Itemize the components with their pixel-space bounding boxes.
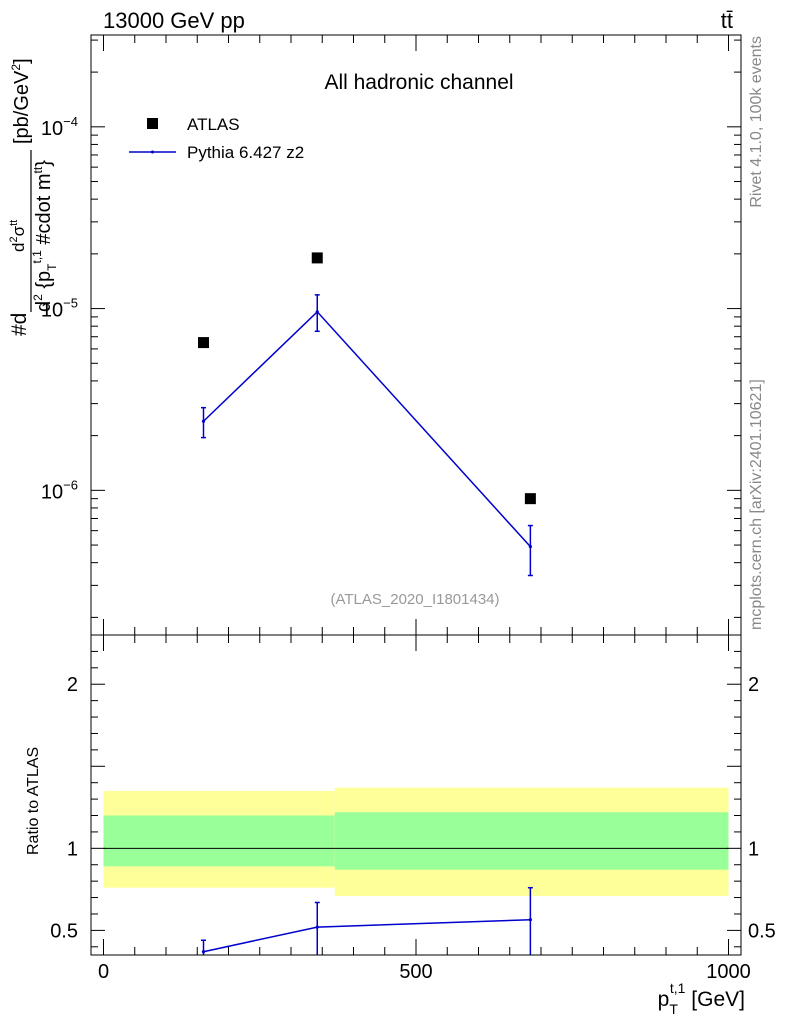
main-y-tick-label: 10−4 xyxy=(41,114,78,140)
x-tick-label: 1000 xyxy=(706,961,751,983)
pythia-data-point xyxy=(201,419,206,423)
x-axis-label: pTt,1 [GeV] xyxy=(658,980,745,1017)
x-axis-label-sub: T xyxy=(669,1001,678,1017)
legend: ATLAS Pythia 6.427 z2 xyxy=(129,115,304,162)
ratio-pythia-point xyxy=(315,925,319,929)
x-tick-label: 0 xyxy=(98,961,109,983)
y-label-numerator-hash: #d xyxy=(8,313,31,336)
ratio-pythia-line xyxy=(203,918,531,953)
legend-atlas-label: ATLAS xyxy=(187,115,240,134)
main-panel-axes: 10−410−510−6 xyxy=(41,35,741,635)
header-process-label: tt̄ xyxy=(721,8,733,33)
mcplots-credit-label: mcplots.cern.ch [arXiv:2401.10621] xyxy=(748,379,765,630)
header-collision-label: 13000 GeV pp xyxy=(103,8,245,33)
pythia-data-point xyxy=(315,310,319,314)
pythia-data-point xyxy=(528,545,532,549)
x-axis-label-unit: [GeV] xyxy=(685,988,745,1011)
ratio-pythia-point xyxy=(201,950,206,954)
main-y-axis-label: #d d2σtt d2 {pTt,1 #cdot mtt} [pb/GeV2] xyxy=(8,58,59,336)
ratio-y-tick-label-left: 0.5 xyxy=(50,920,78,942)
pythia-series-line xyxy=(202,310,531,548)
main-panel xyxy=(198,252,536,577)
chart-title: All hadronic channel xyxy=(324,71,513,94)
x-tick-label: 500 xyxy=(399,961,432,983)
y-label-units: [pb/GeV2] xyxy=(9,58,33,144)
atlas-data-point xyxy=(524,493,536,505)
ratio-uncertainty-band-inner xyxy=(103,815,335,867)
ratio-y-tick-label-right: 0.5 xyxy=(748,920,776,942)
analysis-id-label: (ATLAS_2020_I1801434) xyxy=(330,591,499,608)
y-label-numerator: d2σtt xyxy=(8,220,28,252)
ratio-pythia-point xyxy=(528,918,532,922)
x-axis-label-main: p xyxy=(658,988,670,1011)
ratio-panel xyxy=(103,787,729,955)
ratio-panel-axes: 0 500 1000 0.5 0.5 1 1 2 2 xyxy=(50,634,776,983)
x-axis-label-sup: t,1 xyxy=(670,980,686,996)
atlas-data-point xyxy=(198,337,209,349)
atlas-data-point xyxy=(311,252,323,264)
y-label-denominator: d2 {pTt,1 #cdot mtt} xyxy=(30,160,59,312)
legend-pythia-point xyxy=(151,150,154,154)
ratio-y-tick-label-left: 2 xyxy=(67,674,78,696)
ratio-uncertainty-band-inner xyxy=(334,812,729,870)
legend-atlas-marker xyxy=(147,118,158,129)
ratio-y-tick-label-left: 1 xyxy=(67,838,78,860)
ratio-y-tick-label-right: 1 xyxy=(748,838,759,860)
rivet-version-label: Rivet 4.1.0, 100k events xyxy=(748,36,765,208)
main-y-tick-label: 10−6 xyxy=(41,477,78,503)
ratio-y-tick-label-right: 2 xyxy=(748,674,759,696)
ratio-y-axis-label: Ratio to ATLAS xyxy=(25,747,42,855)
legend-pythia-label: Pythia 6.427 z2 xyxy=(187,143,304,162)
